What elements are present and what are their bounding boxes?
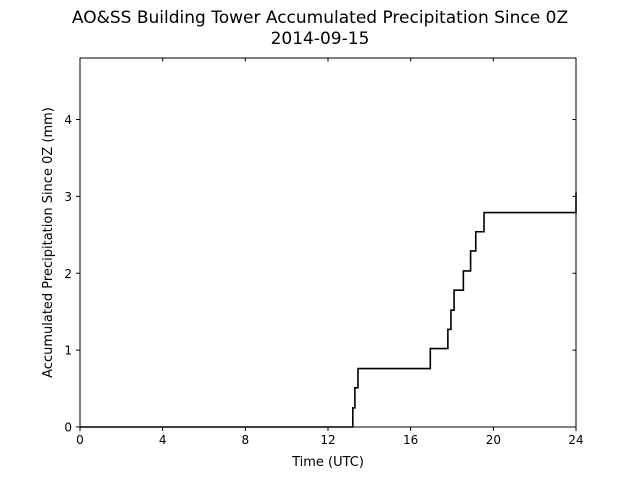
y-tick-label: 2 xyxy=(64,267,72,281)
y-tick-label: 4 xyxy=(64,113,72,127)
y-tick-label: 1 xyxy=(64,344,72,358)
x-tick-label: 16 xyxy=(403,433,418,447)
x-tick-label: 12 xyxy=(320,433,335,447)
precipitation-series-line xyxy=(80,192,577,428)
plot-frame xyxy=(79,57,577,428)
y-tick-label: 0 xyxy=(64,421,72,435)
y-tick-label: 3 xyxy=(64,190,72,204)
y-axis-label: Accumulated Precipitation Since 0Z (mm) xyxy=(41,107,56,378)
x-tick-label: 0 xyxy=(76,433,84,447)
x-tick-label: 24 xyxy=(568,433,583,447)
chart-subtitle: 2014-09-15 xyxy=(270,29,370,49)
x-tick-label: 20 xyxy=(486,433,501,447)
chart-title: AO&SS Building Tower Accumulated Precipi… xyxy=(71,8,569,28)
x-tick-label: 8 xyxy=(242,433,250,447)
x-tick-label: 4 xyxy=(159,433,167,447)
x-axis-label: Time (UTC) xyxy=(291,455,364,470)
